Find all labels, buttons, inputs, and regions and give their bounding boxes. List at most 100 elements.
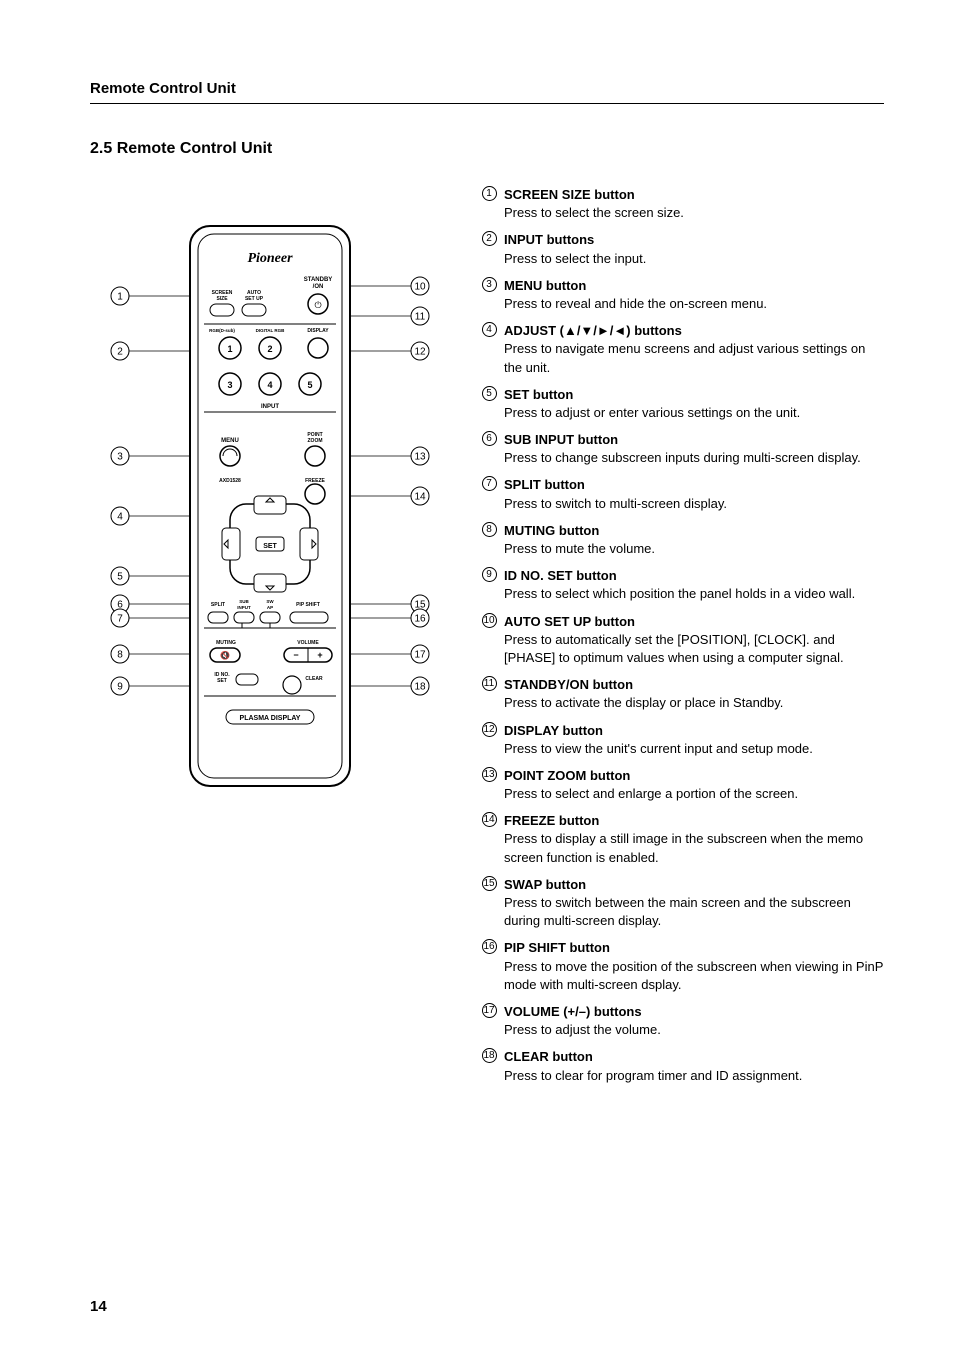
svg-text:SET: SET [217, 678, 227, 684]
item-number: 13 [482, 767, 497, 782]
svg-text:DIGITAL RGB: DIGITAL RGB [256, 328, 286, 333]
svg-text:+: + [317, 650, 322, 660]
remote-diagram: 123456789 101112131415161718 Pioneer STA… [90, 186, 450, 1094]
item-number: 3 [482, 277, 497, 292]
item-description: Press to select the screen size. [504, 205, 684, 220]
description-item: 5SET buttonPress to adjust or enter vari… [480, 386, 884, 422]
item-number: 17 [482, 1003, 497, 1018]
svg-text:🔇: 🔇 [220, 650, 230, 660]
svg-text:PLASMA DISPLAY: PLASMA DISPLAY [240, 715, 301, 722]
svg-text:MUTING: MUTING [216, 640, 236, 646]
item-description: Press to reveal and hide the on-screen m… [504, 296, 767, 311]
item-title: VOLUME (+/–) buttons [504, 1004, 642, 1019]
svg-text:STANDBY: STANDBY [304, 277, 333, 283]
item-description: Press to select the input. [504, 251, 646, 266]
svg-text:INPUT: INPUT [261, 404, 279, 410]
description-item: 14FREEZE buttonPress to display a still … [480, 812, 884, 867]
item-number: 18 [482, 1048, 497, 1063]
svg-text:⏻: ⏻ [314, 300, 321, 310]
svg-text:1: 1 [227, 344, 232, 354]
description-item: 18CLEAR buttonPress to clear for program… [480, 1048, 884, 1084]
svg-text:10: 10 [414, 282, 426, 293]
item-description: Press to clear for program timer and ID … [504, 1068, 802, 1083]
item-title: SCREEN SIZE button [504, 187, 635, 202]
svg-text:FREEZE: FREEZE [305, 478, 325, 484]
svg-text:/ON: /ON [313, 284, 324, 290]
description-item: 15SWAP buttonPress to switch between the… [480, 876, 884, 931]
svg-text:AP: AP [267, 605, 273, 610]
item-number: 12 [482, 722, 497, 737]
svg-text:18: 18 [414, 682, 426, 693]
svg-text:ZOOM: ZOOM [308, 438, 323, 444]
description-item: 17VOLUME (+/–) buttonsPress to adjust th… [480, 1003, 884, 1039]
svg-text:9: 9 [117, 682, 123, 693]
description-item: 11 STANDBY/ON button Press to activate the… [480, 676, 884, 712]
description-item: 10AUTO SET UP buttonPress to automatical… [480, 613, 884, 668]
item-number: 6 [482, 431, 497, 446]
item-description: Press to navigate menu screens and adjus… [504, 341, 865, 374]
svg-text:SET UP: SET UP [245, 296, 264, 302]
svg-text:−: − [293, 650, 298, 660]
svg-text:PIP SHIFT: PIP SHIFT [296, 602, 320, 608]
item-title: ID NO. SET button [504, 568, 617, 583]
svg-text:4: 4 [117, 512, 123, 523]
svg-text:5: 5 [307, 380, 312, 390]
page-number: 14 [90, 1298, 107, 1315]
svg-text:5: 5 [117, 572, 123, 583]
item-title: MUTING button [504, 523, 599, 538]
item-title: SWAP button [504, 877, 586, 892]
item-description: Press to display a still image in the su… [504, 831, 863, 864]
item-description: Press to select and enlarge a portion of… [504, 786, 798, 801]
item-title: SUB INPUT button [504, 432, 618, 447]
item-title: STANDBY/ON button [504, 677, 633, 692]
svg-text:SIZE: SIZE [216, 296, 228, 302]
svg-text:8: 8 [117, 650, 123, 661]
description-item: 8MUTING buttonPress to mute the volume. [480, 522, 884, 558]
svg-text:11: 11 [415, 312, 426, 323]
item-number: 11 [482, 676, 497, 691]
svg-text:RGB(D-sub): RGB(D-sub) [209, 328, 235, 333]
item-title: MENU button [504, 278, 586, 293]
item-description: Press to select which position the panel… [504, 586, 855, 601]
svg-text:MENU: MENU [221, 438, 239, 444]
svg-text:4: 4 [267, 380, 272, 390]
item-description: Press to switch between the main screen … [504, 895, 851, 928]
item-description: Press to automatically set the [POSITION… [504, 632, 844, 665]
svg-text:DISPLAY: DISPLAY [307, 328, 329, 334]
description-item: 13POINT ZOOM buttonPress to select and e… [480, 767, 884, 803]
item-title: PIP SHIFT button [504, 940, 610, 955]
header-title: Remote Control Unit [90, 80, 884, 104]
description-item: 9 ID NO. SET button Press to select which … [480, 567, 884, 603]
svg-text:2: 2 [267, 344, 272, 354]
item-description: Press to move the position of the subscr… [504, 959, 883, 992]
item-description: Press to view the unit's current input a… [504, 741, 813, 756]
svg-text:SW: SW [266, 599, 274, 604]
svg-text:INPUT: INPUT [237, 605, 251, 610]
item-title: FREEZE button [504, 813, 599, 828]
item-number: 7 [482, 476, 497, 491]
section-title: 2.5 Remote Control Unit [90, 140, 884, 158]
description-item: 7 SPLIT button Press to switch to multi-sc… [480, 476, 884, 512]
svg-text:SET: SET [263, 543, 277, 550]
item-title: INPUT buttons [504, 232, 594, 247]
description-list: 1 SCREEN SIZE button Press to select the s… [480, 186, 884, 1085]
item-description: Press to mute the volume. [504, 541, 655, 556]
svg-text:SPLIT: SPLIT [211, 602, 225, 608]
item-number: 16 [482, 939, 497, 954]
svg-text:VOLUME: VOLUME [297, 640, 319, 646]
description-item: 16 PIP SHIFT button Press to move the posi… [480, 939, 884, 994]
item-description: Press to activate the display or place i… [504, 695, 783, 710]
item-number: 1 [482, 186, 497, 201]
item-number: 10 [482, 613, 497, 628]
svg-text:3: 3 [227, 380, 232, 390]
svg-text:SUB: SUB [239, 599, 249, 604]
item-number: 2 [482, 231, 497, 246]
svg-text:7: 7 [117, 614, 123, 625]
item-description: Press to adjust or enter various setting… [504, 405, 800, 420]
item-title: SPLIT button [504, 477, 585, 492]
item-description: Press to change subscreen inputs during … [504, 450, 861, 465]
item-description: Press to switch to multi-screen display. [504, 496, 727, 511]
item-number: 9 [482, 567, 497, 582]
svg-text:14: 14 [414, 492, 426, 503]
description-item: 6 SUB INPUT button Press to change subscre… [480, 431, 884, 467]
